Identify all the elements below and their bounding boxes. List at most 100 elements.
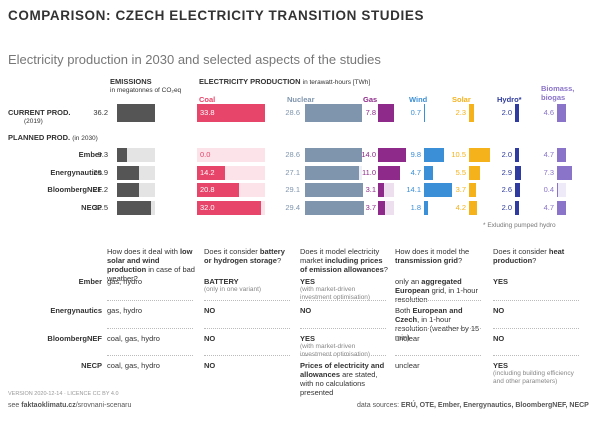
source-header: Biomass, biogas xyxy=(541,84,575,102)
bar xyxy=(378,183,385,197)
value-label: 2.0 xyxy=(501,150,512,159)
value-label: 2.3 xyxy=(455,108,466,117)
scenario-label: Ember xyxy=(78,150,102,159)
text-run: unclear xyxy=(395,334,420,343)
source-header: Hydro* xyxy=(497,95,522,104)
bar xyxy=(515,165,521,180)
emissions-bar xyxy=(117,200,152,215)
cell: unclear xyxy=(395,361,483,370)
question-header: How does it model the transmission grid? xyxy=(395,247,485,265)
bar xyxy=(515,183,521,197)
text-run: low solar and wind production xyxy=(107,247,193,274)
production-header: ELECTRICITY PRODUCTION in terawatt-hours… xyxy=(199,77,370,87)
source-header: Nuclear xyxy=(287,95,315,104)
note: (including building efficiency and other… xyxy=(493,370,574,385)
note: (with market-driven investment optimisat… xyxy=(300,343,371,358)
cell: NO xyxy=(300,306,388,315)
scenario-label: Energynautics xyxy=(50,167,102,177)
question-header: Does it consider battery or hydrogen sto… xyxy=(204,247,294,265)
emissions-bar xyxy=(117,183,140,197)
separator xyxy=(204,355,290,356)
planned-title: PLANNED PROD. xyxy=(8,133,71,142)
bar xyxy=(469,200,478,215)
value-label: 27.1 xyxy=(285,167,300,177)
row-sublabel: (2019) xyxy=(24,118,43,125)
emissions-bar xyxy=(117,104,155,122)
bar xyxy=(197,104,265,122)
production-title: ELECTRICITY PRODUCTION xyxy=(199,77,301,86)
source-header: Coal xyxy=(199,95,216,104)
text-run: /srovnani-scenaru xyxy=(75,402,132,409)
separator xyxy=(395,328,481,329)
text-run: How does it deal with xyxy=(107,247,180,256)
emissions-label: 32.5 xyxy=(93,202,108,212)
cell: YES (including building efficiency and ot… xyxy=(493,361,581,386)
separator xyxy=(493,300,579,301)
emissions-label: 20.9 xyxy=(93,167,108,177)
value-label: 28.6 xyxy=(285,108,300,117)
version: VERSION 2020-12-14 · LICENCE CC BY 4.0 xyxy=(8,391,119,397)
text-run: YES xyxy=(493,361,509,370)
value-label: 14.1 xyxy=(406,185,421,194)
bar xyxy=(557,104,567,122)
emissions-unit: in megatonnes of CO₂eq xyxy=(110,87,182,94)
text-run: NO xyxy=(300,306,312,315)
source-header: Wind xyxy=(409,95,428,104)
text-run: transmission grid xyxy=(395,256,458,265)
separator xyxy=(107,355,193,356)
note: (only in one variant) xyxy=(204,286,262,293)
value-label: 33.8 xyxy=(200,108,215,117)
footer-link: see faktaoklimatu.cz/srovnani-scenaru xyxy=(8,402,131,410)
text-run: Prices of electricity and allowances xyxy=(300,361,385,379)
text-run: ERÚ, OTE, Ember, Energynautics, Bloomber… xyxy=(400,402,589,409)
value-label: 5.5 xyxy=(455,167,466,177)
value-label: 9.8 xyxy=(410,150,421,159)
text-run: How does it model the xyxy=(395,247,470,256)
production-unit: in terawatt-hours [TWh] xyxy=(302,79,371,86)
text-run: gas, hydro xyxy=(107,277,143,286)
bar xyxy=(197,200,261,215)
value-label: 29.4 xyxy=(285,202,300,212)
source-header: Solar xyxy=(452,95,471,104)
separator xyxy=(204,300,290,301)
text-run: including prices of emission allowances xyxy=(300,256,384,274)
text-run: ? xyxy=(383,265,388,274)
text-run: Both xyxy=(395,306,413,315)
bar xyxy=(378,104,394,122)
note: (with market-driven investment optimisat… xyxy=(300,286,371,301)
bar xyxy=(557,165,572,180)
value-label: 14.0 xyxy=(361,150,376,159)
value-label: 10.5 xyxy=(451,150,466,159)
text-run: YES xyxy=(300,277,316,286)
cell: BATTERY (only in one variant) xyxy=(204,277,292,294)
text-run: see xyxy=(8,402,22,409)
value-label: 4.7 xyxy=(410,167,421,177)
value-label: 7.3 xyxy=(543,167,554,177)
text-run: NO xyxy=(493,334,505,343)
bar xyxy=(424,104,426,122)
text-run: Does it model electricity market xyxy=(300,247,380,265)
value-label: 4.2 xyxy=(455,202,466,212)
text-run: battery or hydrogen storage xyxy=(204,247,285,265)
emissions-header: EMISSIONS xyxy=(110,77,152,86)
cell: Prices of electricity and allowances are… xyxy=(300,361,388,397)
cell: YES (with market-driven investment optimi… xyxy=(300,277,388,302)
text-run: only an xyxy=(395,277,422,286)
source-header: Gas xyxy=(363,95,378,104)
text-run: ? xyxy=(532,256,537,265)
text-run: data sources: xyxy=(357,402,401,409)
scenario-label: NECP xyxy=(81,202,102,212)
value-label: 3.7 xyxy=(455,185,466,194)
separator xyxy=(107,328,193,329)
cell: gas, hydro xyxy=(107,306,195,315)
cell: gas, hydro xyxy=(107,277,195,286)
text-run: NO xyxy=(204,361,216,370)
value-label: 28.6 xyxy=(285,150,300,159)
value-label: 32.0 xyxy=(200,202,215,212)
emissions-label: 9.3 xyxy=(97,150,108,159)
text-run: coal, gas, hydro xyxy=(107,361,160,370)
bar xyxy=(305,104,363,122)
bar xyxy=(305,165,360,180)
text-run: are stated, with no calculations present… xyxy=(300,370,378,397)
text-run: faktaoklimatu.cz xyxy=(21,402,76,409)
